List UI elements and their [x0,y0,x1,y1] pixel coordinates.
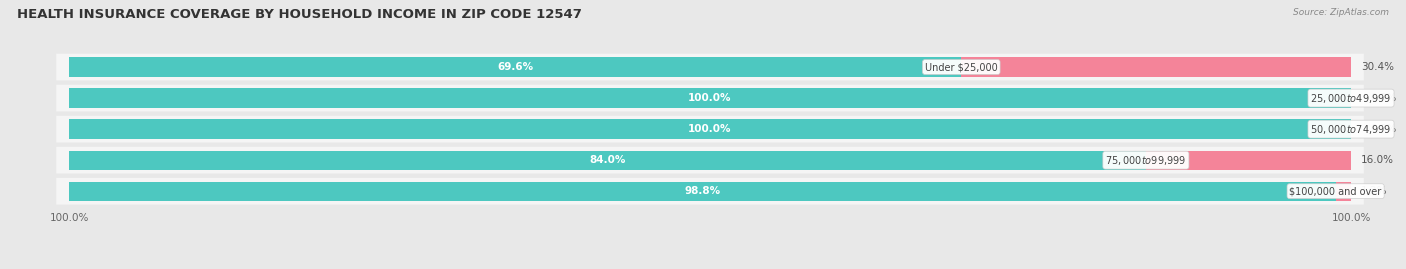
Bar [1336,182,1351,201]
Text: 100.0%: 100.0% [689,93,731,103]
Text: 0.0%: 0.0% [1371,124,1396,134]
Bar [962,57,1351,77]
Text: 84.0%: 84.0% [589,155,626,165]
Bar [69,151,1146,170]
Text: HEALTH INSURANCE COVERAGE BY HOUSEHOLD INCOME IN ZIP CODE 12547: HEALTH INSURANCE COVERAGE BY HOUSEHOLD I… [17,8,582,21]
Bar [69,57,962,77]
Text: 1.2%: 1.2% [1361,186,1388,196]
Bar [69,182,1336,201]
FancyBboxPatch shape [56,116,1364,143]
Text: $25,000 to $49,999: $25,000 to $49,999 [1310,91,1392,105]
Bar [69,89,1351,108]
Text: $100,000 and over: $100,000 and over [1289,186,1382,196]
Text: Source: ZipAtlas.com: Source: ZipAtlas.com [1294,8,1389,17]
FancyBboxPatch shape [56,147,1364,174]
FancyBboxPatch shape [56,85,1364,111]
Text: $75,000 to $99,999: $75,000 to $99,999 [1105,154,1187,167]
Bar [1146,151,1351,170]
Text: 100.0%: 100.0% [689,124,731,134]
Text: 98.8%: 98.8% [685,186,720,196]
Text: Under $25,000: Under $25,000 [925,62,998,72]
FancyBboxPatch shape [56,54,1364,80]
Bar [69,119,1351,139]
Text: 16.0%: 16.0% [1361,155,1395,165]
Text: 30.4%: 30.4% [1361,62,1395,72]
Text: 69.6%: 69.6% [498,62,533,72]
Text: $50,000 to $74,999: $50,000 to $74,999 [1310,123,1392,136]
FancyBboxPatch shape [56,178,1364,204]
Text: 0.0%: 0.0% [1371,93,1396,103]
